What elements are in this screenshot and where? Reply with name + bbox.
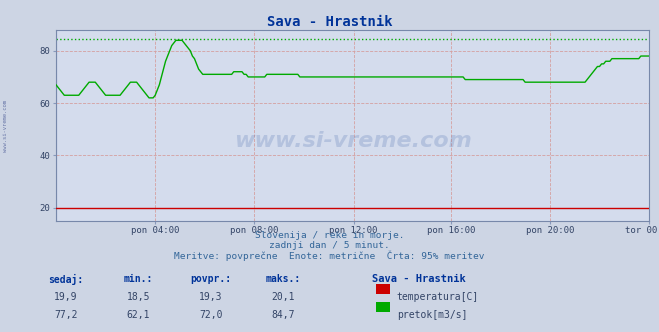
Text: 20,1: 20,1 <box>272 292 295 302</box>
Text: 19,9: 19,9 <box>54 292 78 302</box>
Text: min.:: min.: <box>124 274 153 284</box>
Text: povpr.:: povpr.: <box>190 274 231 284</box>
Text: 72,0: 72,0 <box>199 310 223 320</box>
Text: sedaj:: sedaj: <box>48 274 84 285</box>
Text: Sava - Hrastnik: Sava - Hrastnik <box>372 274 466 284</box>
Text: 19,3: 19,3 <box>199 292 223 302</box>
Text: 62,1: 62,1 <box>127 310 150 320</box>
Text: Slovenija / reke in morje.: Slovenija / reke in morje. <box>255 231 404 240</box>
Text: Meritve: povprečne  Enote: metrične  Črta: 95% meritev: Meritve: povprečne Enote: metrične Črta:… <box>174 251 485 261</box>
Text: temperatura[C]: temperatura[C] <box>397 292 479 302</box>
Text: 84,7: 84,7 <box>272 310 295 320</box>
Text: zadnji dan / 5 minut.: zadnji dan / 5 minut. <box>269 241 390 250</box>
Text: maks.:: maks.: <box>266 274 301 284</box>
Text: www.si-vreme.com: www.si-vreme.com <box>234 130 471 151</box>
Text: www.si-vreme.com: www.si-vreme.com <box>3 100 8 152</box>
Text: 18,5: 18,5 <box>127 292 150 302</box>
Text: pretok[m3/s]: pretok[m3/s] <box>397 310 467 320</box>
Text: Sava - Hrastnik: Sava - Hrastnik <box>267 15 392 29</box>
Text: 77,2: 77,2 <box>54 310 78 320</box>
